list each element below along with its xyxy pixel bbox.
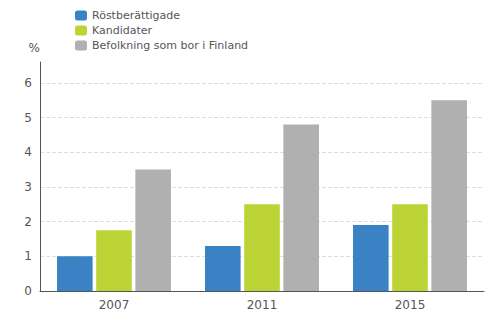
svg-text:Röstberättigade: Röstberättigade <box>92 9 180 22</box>
svg-text:2007: 2007 <box>99 298 130 312</box>
svg-text:0: 0 <box>24 284 32 298</box>
svg-text:Kandidater: Kandidater <box>92 24 153 37</box>
svg-text:2015: 2015 <box>395 298 426 312</box>
svg-text:Befolkning som bor i Finland: Befolkning som bor i Finland <box>92 39 248 52</box>
svg-text:5: 5 <box>24 111 32 125</box>
svg-text:6: 6 <box>24 76 32 90</box>
svg-text:2: 2 <box>24 215 32 229</box>
svg-text:3: 3 <box>24 180 32 194</box>
svg-text:2011: 2011 <box>247 298 278 312</box>
svg-text:1: 1 <box>24 249 32 263</box>
svg-text:%: % <box>29 41 40 55</box>
svg-text:4: 4 <box>24 145 32 159</box>
